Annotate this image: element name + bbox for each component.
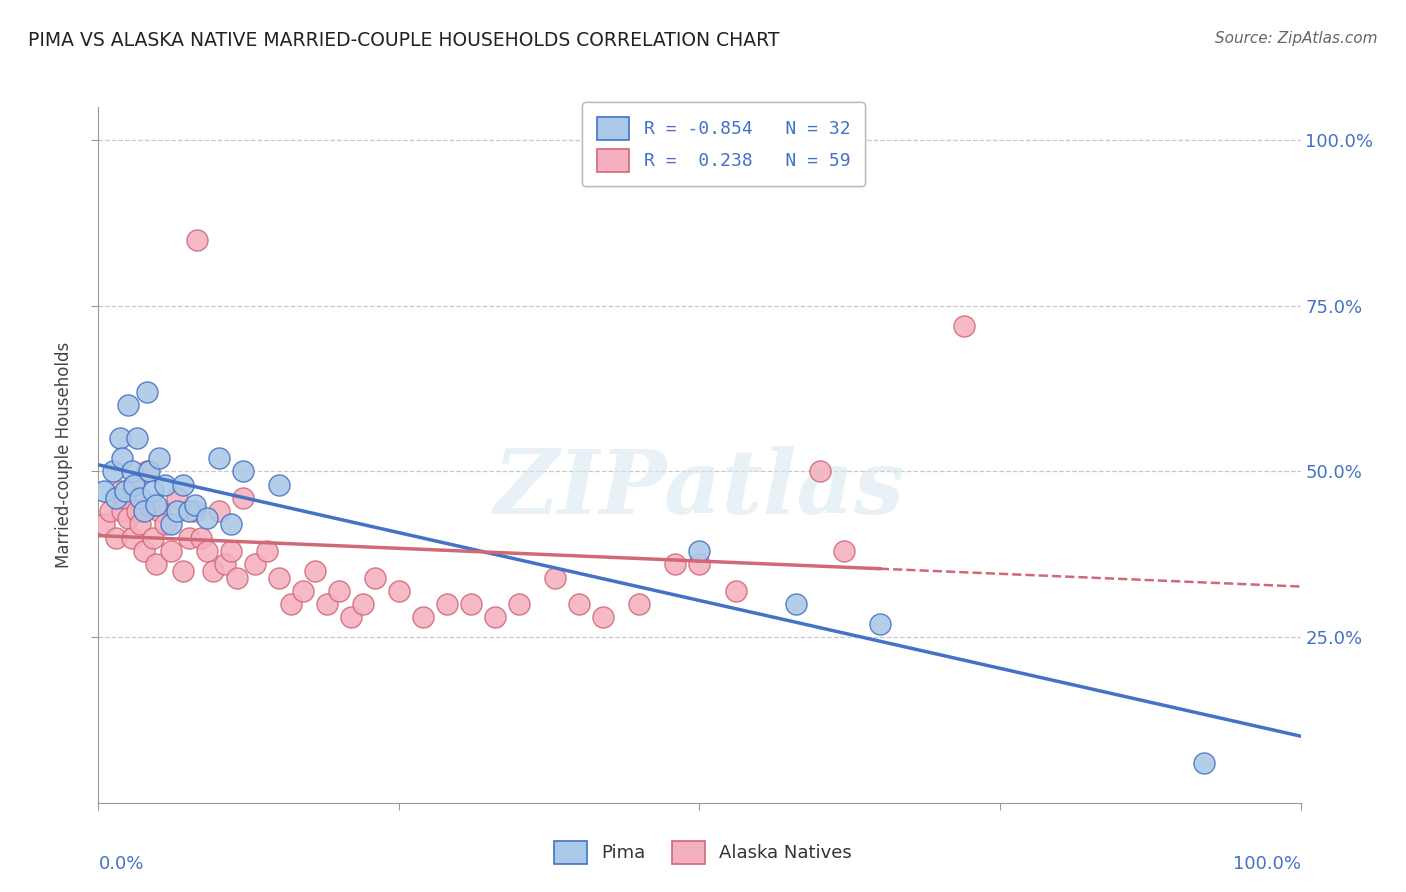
Point	[101, 465, 124, 479]
Point	[100, 504, 122, 518]
Point	[201, 564, 224, 578]
Point	[953, 318, 976, 333]
Point	[132, 544, 155, 558]
Point	[340, 610, 363, 624]
Point	[280, 597, 302, 611]
Point	[114, 484, 136, 499]
Point	[125, 431, 148, 445]
Point	[315, 597, 337, 611]
Point	[153, 477, 176, 491]
Point	[328, 583, 350, 598]
Point	[177, 531, 200, 545]
Point	[484, 610, 506, 624]
Point	[117, 398, 139, 412]
Point	[664, 558, 686, 572]
Point	[689, 558, 711, 572]
Point	[145, 498, 167, 512]
Point	[172, 477, 194, 491]
Point	[267, 477, 290, 491]
Point	[208, 504, 231, 518]
Point	[125, 504, 148, 518]
Point	[195, 511, 218, 525]
Point	[436, 597, 458, 611]
Point	[129, 517, 152, 532]
Point	[111, 451, 134, 466]
Point	[208, 451, 231, 466]
Point	[159, 517, 181, 532]
Point	[124, 477, 146, 491]
Point	[148, 504, 170, 518]
Point	[172, 564, 194, 578]
Point	[460, 597, 482, 611]
Point	[232, 491, 254, 505]
Point	[141, 531, 163, 545]
Point	[291, 583, 314, 598]
Point	[785, 597, 807, 611]
Point	[177, 504, 200, 518]
Y-axis label: Married-couple Households: Married-couple Households	[55, 342, 73, 568]
Point	[225, 570, 247, 584]
Point	[628, 597, 651, 611]
Point	[135, 465, 157, 479]
Point	[129, 491, 152, 505]
Point	[108, 484, 131, 499]
Point	[388, 583, 411, 598]
Point	[232, 465, 254, 479]
Point	[117, 511, 139, 525]
Point	[568, 597, 591, 611]
Point	[214, 558, 236, 572]
Point	[138, 465, 160, 479]
Point	[1194, 756, 1216, 770]
Point	[114, 491, 136, 505]
Point	[869, 616, 891, 631]
Text: Source: ZipAtlas.com: Source: ZipAtlas.com	[1215, 31, 1378, 46]
Text: PIMA VS ALASKA NATIVE MARRIED-COUPLE HOUSEHOLDS CORRELATION CHART: PIMA VS ALASKA NATIVE MARRIED-COUPLE HOU…	[28, 31, 779, 50]
Point	[105, 491, 128, 505]
Point	[121, 465, 143, 479]
Point	[190, 531, 212, 545]
Point	[256, 544, 278, 558]
Point	[124, 477, 146, 491]
Point	[304, 564, 326, 578]
Legend: R = -0.854   N = 32, R =  0.238   N = 59: R = -0.854 N = 32, R = 0.238 N = 59	[582, 103, 865, 186]
Point	[132, 504, 155, 518]
Point	[508, 597, 530, 611]
Point	[135, 384, 157, 399]
Point	[93, 517, 115, 532]
Point	[166, 491, 188, 505]
Point	[93, 484, 115, 499]
Text: 100.0%: 100.0%	[1233, 855, 1301, 873]
Point	[832, 544, 855, 558]
Point	[183, 498, 205, 512]
Point	[145, 558, 167, 572]
Point	[121, 531, 143, 545]
Point	[219, 517, 242, 532]
Point	[352, 597, 374, 611]
Point	[153, 517, 176, 532]
Point	[159, 544, 181, 558]
Point	[243, 558, 266, 572]
Point	[186, 233, 208, 247]
Point	[267, 570, 290, 584]
Point	[111, 504, 134, 518]
Point	[141, 484, 163, 499]
Point	[219, 544, 242, 558]
Point	[364, 570, 387, 584]
Point	[544, 570, 567, 584]
Point	[108, 431, 131, 445]
Point	[183, 504, 205, 518]
Point	[195, 544, 218, 558]
Point	[689, 544, 711, 558]
Legend: Pima, Alaska Natives: Pima, Alaska Natives	[540, 826, 866, 879]
Point	[724, 583, 747, 598]
Text: ZIPatlas: ZIPatlas	[494, 447, 905, 533]
Text: 0.0%: 0.0%	[98, 855, 143, 873]
Point	[138, 498, 160, 512]
Point	[808, 465, 831, 479]
Point	[412, 610, 434, 624]
Point	[592, 610, 614, 624]
Point	[166, 504, 188, 518]
Point	[148, 451, 170, 466]
Point	[105, 531, 128, 545]
